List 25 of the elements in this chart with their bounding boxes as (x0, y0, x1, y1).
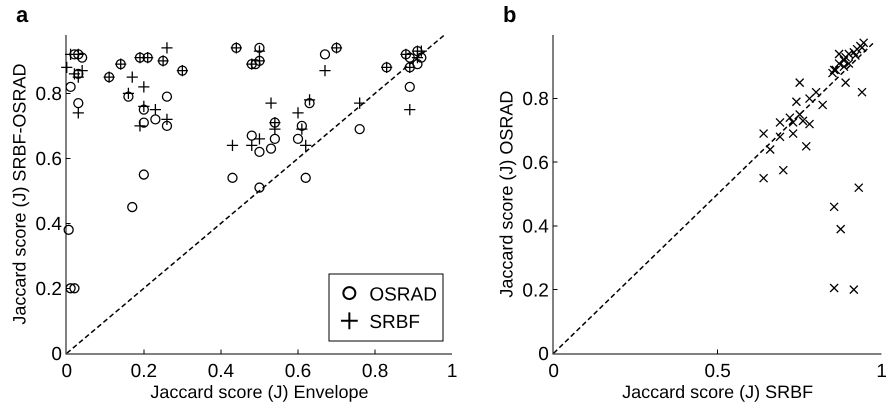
y-tick-label: 0.4 (522, 216, 550, 238)
y-tick-label: 0.8 (36, 84, 62, 106)
y-tick-label: 0.2 (36, 278, 62, 300)
chart-title: a (16, 2, 29, 27)
legend-label: SRBF (369, 312, 420, 334)
y-tick-label: 0.6 (522, 152, 549, 174)
x-axis-title: Jaccard score (J) Envelope (150, 382, 369, 402)
x-tick-label: 0.8 (362, 361, 388, 382)
y-axis-title: Jaccard score (J) SRBF-OSRAD (10, 64, 30, 325)
x-axis-title: Jaccard score (J) SRBF (622, 382, 814, 402)
y-tick-label: 0.8 (522, 89, 549, 110)
x-tick-label: 0.4 (208, 361, 235, 382)
y-tick-label: 0 (538, 344, 549, 365)
chart-title: b (503, 2, 516, 27)
y-tick-label: 0.6 (36, 148, 62, 170)
x-tick-label: 1 (446, 361, 458, 382)
y-tick-label: 0.2 (522, 280, 549, 302)
x-tick-label: 1 (876, 361, 887, 382)
y-tick-label: 0.4 (36, 214, 62, 235)
legend-label: OSRAD (369, 284, 437, 306)
x-tick-label: 0.6 (284, 361, 312, 382)
y-axis-title: Jaccard score (J) OSRAD (496, 90, 517, 298)
x-tick-label: 0.2 (130, 361, 158, 382)
y-tick-label: 0 (51, 344, 62, 365)
x-tick-label: 0.5 (704, 361, 731, 382)
